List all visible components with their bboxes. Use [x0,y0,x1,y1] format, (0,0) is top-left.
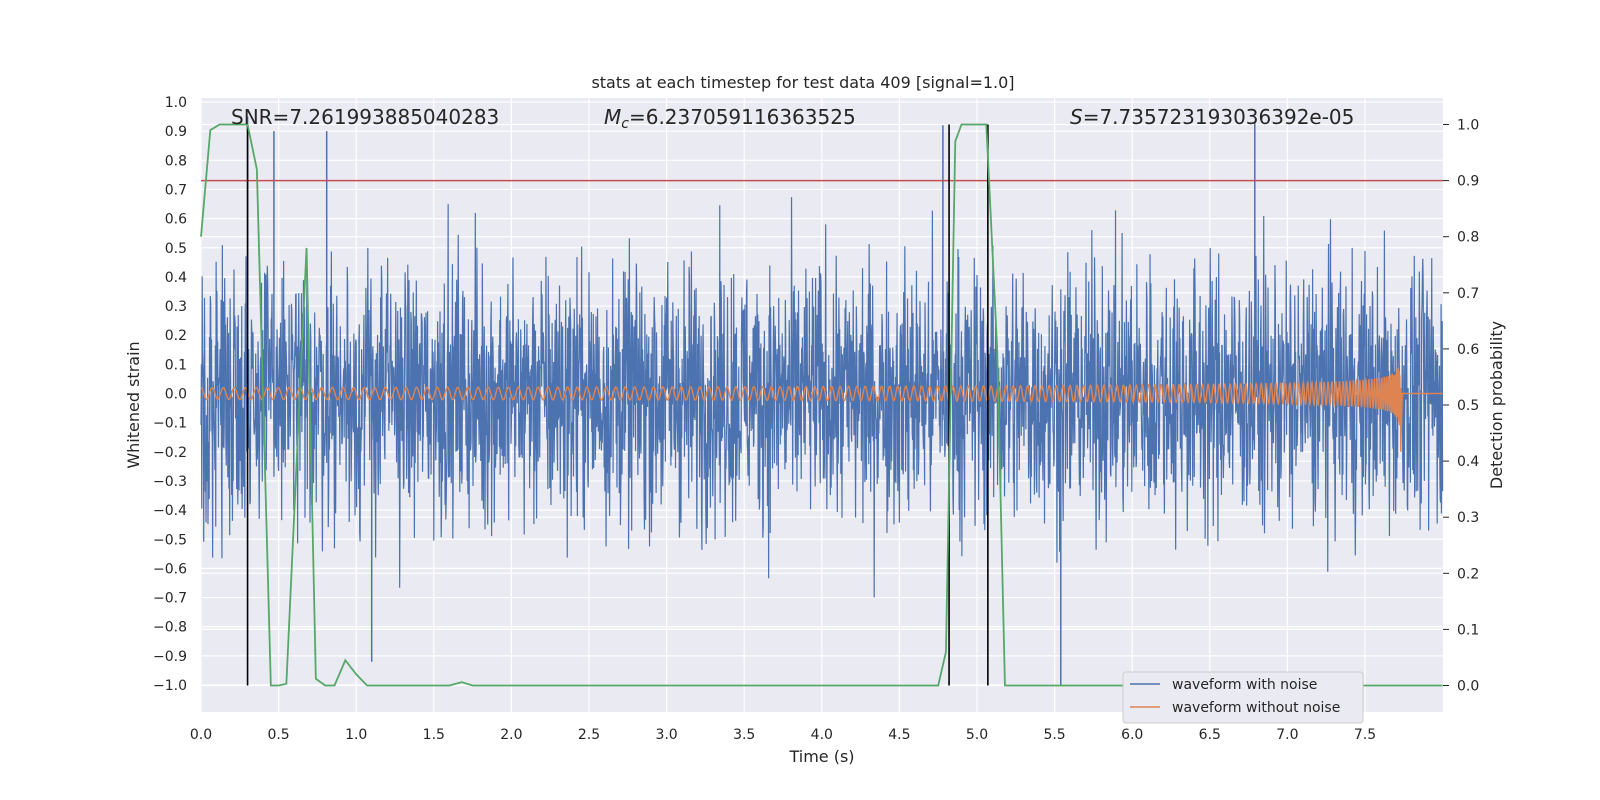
y-tick-label: 0.0 [165,387,187,403]
x-tick-label: 3.5 [733,727,755,743]
y-tick-label: −0.9 [153,649,187,665]
x-axis-ticks: 0.0 0.5 1.0 1.5 2.0 2.5 3.0 3.5 4.0 4.5 5.0 5.5 6.0 6… [190,727,1376,743]
legend-label-clean: waveform without noise [1172,700,1340,716]
detection-probability-line [200,123,1443,687]
y-tick-label: −0.5 [153,532,187,548]
overlay-lines [200,123,1443,687]
y-tick-label: 1.0 [165,95,187,111]
y-tick-label: −0.7 [153,591,187,607]
y2-axis-ticks: 1.0 0.9 0.8 0.7 0.6 0.5 0.4 0.3 0.2 0.1 0.0 [1443,118,1479,695]
y-tick-label: 0.3 [165,299,187,315]
noise-line [200,197,1444,598]
y-axis-label: Whitened strain [124,341,143,468]
y-tick-label: 0.5 [165,241,187,257]
y2-axis-label: Detection probability [1487,321,1506,489]
y-tick-label: 0.1 [165,357,187,373]
y-tick-label: −0.8 [153,620,187,636]
y2-tick-label: 0.4 [1457,454,1479,470]
s-annotation: S=7.735723193036392e-05 [1070,105,1354,129]
chirp-mass-annotation: Mc=6.237059116363525 [604,105,856,132]
y2-tick-label: 0.5 [1457,398,1479,414]
x-tick-label: 6.5 [1199,727,1221,743]
y2-tick-label: 1.0 [1457,118,1479,134]
x-tick-label: 5.0 [966,727,988,743]
x-tick-label: 0.0 [190,727,212,743]
x-tick-label: 4.0 [811,727,833,743]
legend: waveform with noise waveform without noi… [1122,671,1364,724]
y2-tick-label: 0.7 [1457,286,1479,302]
x-tick-label: 1.5 [423,727,445,743]
x-tick-label: 7.5 [1354,727,1376,743]
y2-tick-label: 0.1 [1457,622,1479,638]
x-tick-label: 2.5 [578,727,600,743]
snr-annotation: SNR=7.261993885040283 [231,105,499,129]
x-tick-label: 5.5 [1043,727,1065,743]
chart-title: stats at each timestep for test data 409… [591,73,1014,92]
y-tick-label: 0.7 [165,182,187,198]
y-axis-ticks: 1.0 0.9 0.8 0.7 0.6 0.5 0.4 0.3 0.2 0.1 0.0 −0.1 −0.… [153,95,187,694]
y2-tick-label: 0.6 [1457,342,1479,358]
y2-tick-label: 0.2 [1457,566,1479,582]
y-tick-label: 0.6 [165,212,187,228]
series-waveform-without-noise [200,368,1443,452]
y-tick-label: −0.2 [153,445,187,461]
legend-box [1122,671,1364,724]
x-tick-label: 7.0 [1276,727,1298,743]
x-tick-label: 2.0 [500,727,522,743]
y-tick-label: 0.4 [165,270,187,286]
y-tick-label: 0.8 [165,153,187,169]
y-tick-label: −0.1 [153,416,187,432]
y-tick-label: 0.2 [165,328,187,344]
y-tick-label: −0.6 [153,561,187,577]
x-tick-label: 1.0 [345,727,367,743]
y2-tick-label: 0.0 [1457,679,1479,695]
x-tick-label: 0.5 [267,727,289,743]
y2-tick-label: 0.8 [1457,230,1479,246]
legend-label-noise: waveform with noise [1172,677,1317,693]
y-tick-label: −0.4 [153,503,187,519]
x-tick-label: 3.0 [655,727,677,743]
x-tick-label: 6.0 [1121,727,1143,743]
y-tick-label: −0.3 [153,474,187,490]
chirp-line [200,368,1443,452]
y-tick-label: −1.0 [153,678,187,694]
x-axis-label: Time (s) [788,747,854,766]
y-tick-label: 0.9 [165,124,187,140]
x-tick-label: 4.5 [888,727,910,743]
y2-tick-label: 0.9 [1457,174,1479,190]
y2-tick-label: 0.3 [1457,510,1479,526]
